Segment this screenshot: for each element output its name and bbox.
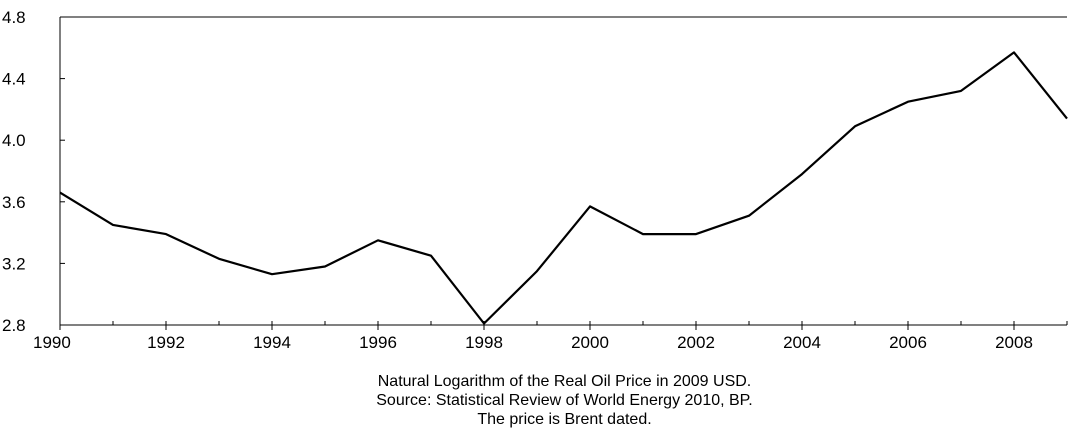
y-tick-label: 4.4 — [2, 70, 26, 89]
caption-line-2: Source: Statistical Review of World Ener… — [376, 392, 753, 409]
x-tick-label: 1996 — [359, 333, 397, 352]
y-axis: 2.8 3.2 3.6 4.0 4.4 4.8 — [2, 8, 65, 335]
y-tick-label: 3.6 — [2, 193, 26, 212]
x-tick-label: 2004 — [783, 333, 821, 352]
x-tick-label: 2000 — [571, 333, 609, 352]
series-line — [59, 51, 1068, 325]
caption-line-3: The price is Brent dated. — [477, 411, 652, 428]
x-tick-label: 1998 — [465, 333, 503, 352]
y-tick-label: 4.0 — [2, 131, 26, 150]
x-tick-label: 1994 — [253, 333, 291, 352]
x-tick-label: 1992 — [147, 333, 185, 352]
y-tick-label: 3.2 — [2, 254, 26, 273]
y-tick-label: 2.8 — [2, 316, 26, 335]
caption-line-1: Natural Logarithm of the Real Oil Price … — [377, 373, 752, 390]
x-tick-label: 2006 — [889, 333, 927, 352]
y-tick-label: 4.8 — [2, 8, 26, 27]
x-tick-label: 2002 — [677, 333, 715, 352]
line-chart: 2.8 3.2 3.6 4.0 4.4 4.8 1990 1992 1994 1996 1998 2… — [2, 8, 1068, 352]
x-tick-label: 2008 — [995, 333, 1033, 352]
series-group — [59, 51, 1068, 325]
x-axis: 1990 1992 1994 1996 1998 2000 2002 2004 2006 2008 — [33, 321, 1068, 352]
plot-frame — [59, 16, 1067, 326]
x-tick-label: 1990 — [33, 333, 71, 352]
